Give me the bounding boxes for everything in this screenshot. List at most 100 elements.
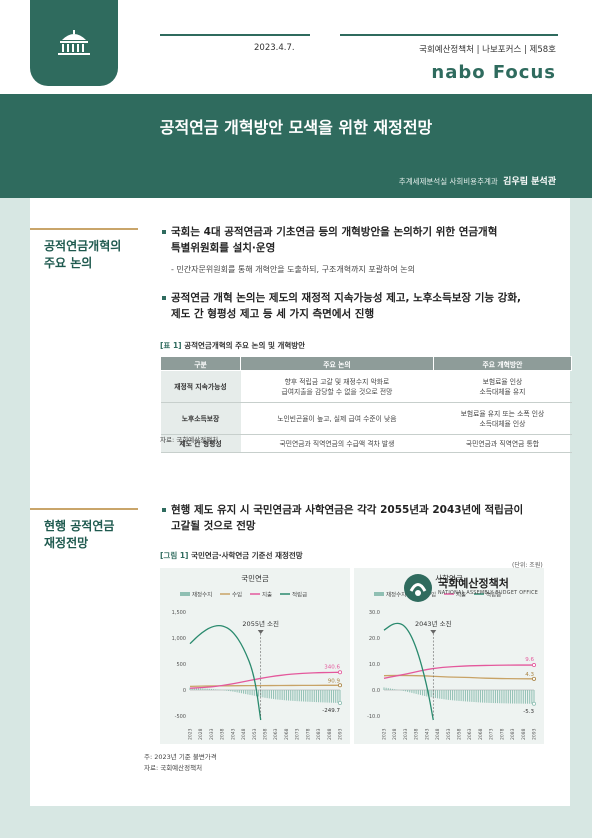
end-point [337,683,342,688]
x-tick-label: 2043 [424,728,430,740]
bar-balance [456,690,458,701]
x-tick-label: 2063 [467,728,473,740]
bar-balance [264,690,266,698]
bar-balance [303,690,305,702]
bar-balance [193,687,195,690]
bar-balance [471,690,473,702]
footer-org-name: 국회예산정책처 [438,577,509,590]
bar-balance [473,690,475,703]
bar-balance [243,690,245,694]
table-header: 주요 논의 [240,356,434,371]
bar-balance [234,690,236,692]
bar-balance [404,690,406,692]
bar-balance [275,690,277,700]
y-tick-label: 20.0 [369,636,380,642]
bar-balance [484,690,486,703]
data-label: 4.3 [525,672,534,678]
bar-balance [273,690,275,700]
legend-label: 적립금 [292,591,307,599]
bar-balance [383,687,385,690]
end-point [337,670,342,675]
bar-balance [505,690,507,704]
legend-label: 재정수지 [386,591,406,599]
bar-balance [402,690,404,691]
x-tick-label: 2078 [499,728,505,740]
bar-balance [488,690,490,703]
bar-balance [501,690,503,704]
x-tick-label: 2093 [532,728,538,740]
bar-balance [202,688,204,690]
chart-panel-national-pension: 국민연금 재정수지 수입 지출 적립금 1,500 1,000 500 0 -500 2023 202… [160,568,350,744]
x-tick-label: 2093 [338,728,344,740]
bar-balance [407,690,409,692]
bar-balance [475,690,477,703]
y-tick-label: -10.0 [367,714,380,720]
bar-balance [413,690,415,694]
depletion-arrow-icon [430,630,437,634]
bar-balance [206,688,208,690]
data-label: 90.9 [328,678,341,684]
x-tick-label: 2083 [316,728,322,740]
bar-balance [531,690,533,704]
bar-balance [236,690,238,693]
x-tick-label: 2023 [188,728,194,740]
bar-balance [335,690,337,703]
reform-table: 구분 주요 논의 주요 개혁방안 재정적 지속가능성 향후 적립금 고갈 및 재… [160,356,573,453]
bar-balance [200,688,202,690]
chart-title: 사학연금 [435,573,463,583]
bar-balance [533,690,535,704]
publish-date: 2023.4.7. [254,43,295,53]
bar-balance [288,690,290,701]
end-point [531,676,536,681]
bar-balance [198,688,200,690]
table-row: 제도 간 형평성 국민연금과 직역연금의 수급액 격차 발생 국민연금과 직역연… [160,434,572,453]
bar-balance [189,687,191,690]
bar-balance [434,690,436,698]
bar-balance [477,690,479,703]
x-tick-label: 2038 [414,728,420,740]
bar-balance [262,690,264,698]
bar-balance [426,690,428,697]
bar-balance [228,690,230,691]
x-tick-label: 2058 [263,728,269,740]
bar-balance [439,690,441,699]
nabo-logo-tab [30,0,118,86]
bar-balance [281,690,283,700]
x-tick-label: 2088 [521,728,527,740]
bar-balance [337,690,339,703]
title-band [0,94,592,198]
legend-swatch [180,592,190,596]
nabo-emblem-icon [404,574,432,602]
bar-balance [467,690,469,702]
bar-balance [298,690,300,702]
x-tick-label: 2048 [435,728,441,740]
bar-balance [518,690,520,704]
bar-balance [499,690,501,704]
end-point [531,701,536,706]
y-tick-label: 10.0 [369,662,380,668]
bar-balance [392,688,394,690]
nabo-focus-logo: nabo Focus [431,62,556,83]
data-label: 9.6 [525,657,534,663]
data-label: 340.6 [324,664,340,670]
line-revenue [189,684,341,688]
bar-balance [527,690,529,704]
section2-title: 현행 공적연금 재정전망 [44,519,115,550]
bar-balance [277,690,279,700]
bar-balance [443,690,445,700]
bar-balance [320,690,322,703]
bar-balance [494,690,496,704]
bullet-square-icon [162,296,166,300]
line-fund [383,622,434,721]
x-tick-label: 2038 [220,728,226,740]
page-title: 공적연금 개혁방안 모색을 위한 재정전망 [159,118,433,137]
header-rule-left [160,34,310,36]
legend-label: 수입 [232,591,242,599]
data-label: -5.3 [523,709,534,715]
bar-balance [389,688,391,690]
bar-balance [247,690,249,695]
bar-balance [394,689,396,690]
x-tick-label: 2053 [446,728,452,740]
